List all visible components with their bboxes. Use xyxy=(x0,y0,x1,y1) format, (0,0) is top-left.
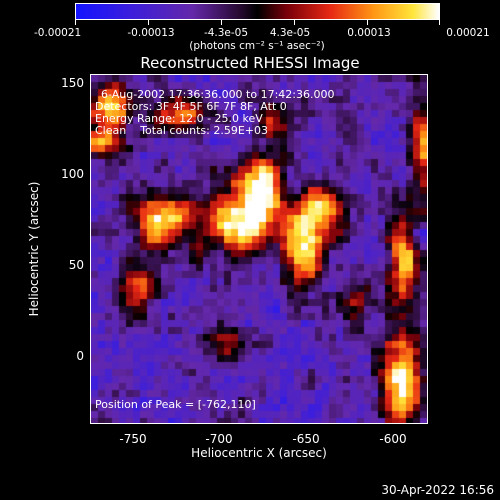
x-tick-label: -700 xyxy=(205,432,233,446)
colorbar-tick xyxy=(221,19,222,25)
colorbar-tick-label: 0.00013 xyxy=(347,27,391,39)
y-tick-label: 100 xyxy=(61,167,84,181)
colorbar-tick-label: 4.3e-05 xyxy=(269,27,311,39)
image-title: Reconstructed RHESSI Image xyxy=(140,54,360,72)
colorbar-tick-label: 0.00021 xyxy=(446,27,490,39)
colorbar-tick xyxy=(367,19,368,25)
rhessi-image-map xyxy=(91,75,427,423)
colorbar-tick xyxy=(294,19,295,25)
x-tick-label: -600 xyxy=(379,432,407,446)
colorbar-units: (photons cm⁻² s⁻¹ asec⁻²) xyxy=(189,40,325,52)
x-tick-label: -650 xyxy=(292,432,320,446)
rhessi-image-plot: 6-Aug-2002 17:36:36.000 to 17:42:36.000 … xyxy=(90,74,428,424)
annotation-peak-position: Position of Peak = [-762,110] xyxy=(95,398,256,411)
y-tick-label: 0 xyxy=(76,349,84,363)
y-tick-label: 150 xyxy=(61,76,84,90)
colorbar xyxy=(75,3,440,20)
colorbar-tick xyxy=(75,19,76,25)
colorbar-tick-label: -0.00013 xyxy=(127,27,175,39)
colorbar-tick-label: -0.00021 xyxy=(34,27,82,39)
x-axis-label: Heliocentric X (arcsec) xyxy=(191,446,327,460)
y-tick-label: 50 xyxy=(68,258,84,272)
annotation-time-range: 6-Aug-2002 17:36:36.000 to 17:42:36.000 xyxy=(101,88,335,101)
annotation-clean: Clean Total counts: 2.59E+03 xyxy=(95,124,269,137)
colorbar-tick xyxy=(439,19,440,25)
annotation-energy-range: Energy Range: 12.0 - 25.0 keV xyxy=(95,112,263,125)
x-tick-label: -750 xyxy=(119,432,147,446)
footer-timestamp: 30-Apr-2022 16:56 xyxy=(381,483,494,497)
colorbar-tick-label: -4.3e-05 xyxy=(203,27,249,39)
y-axis-label: Heliocentric Y (arcsec) xyxy=(27,181,41,317)
annotation-detectors: Detectors: 3F 4F 5F 6F 7F 8F, Att 0 xyxy=(95,100,287,113)
colorbar-tick xyxy=(148,19,149,25)
